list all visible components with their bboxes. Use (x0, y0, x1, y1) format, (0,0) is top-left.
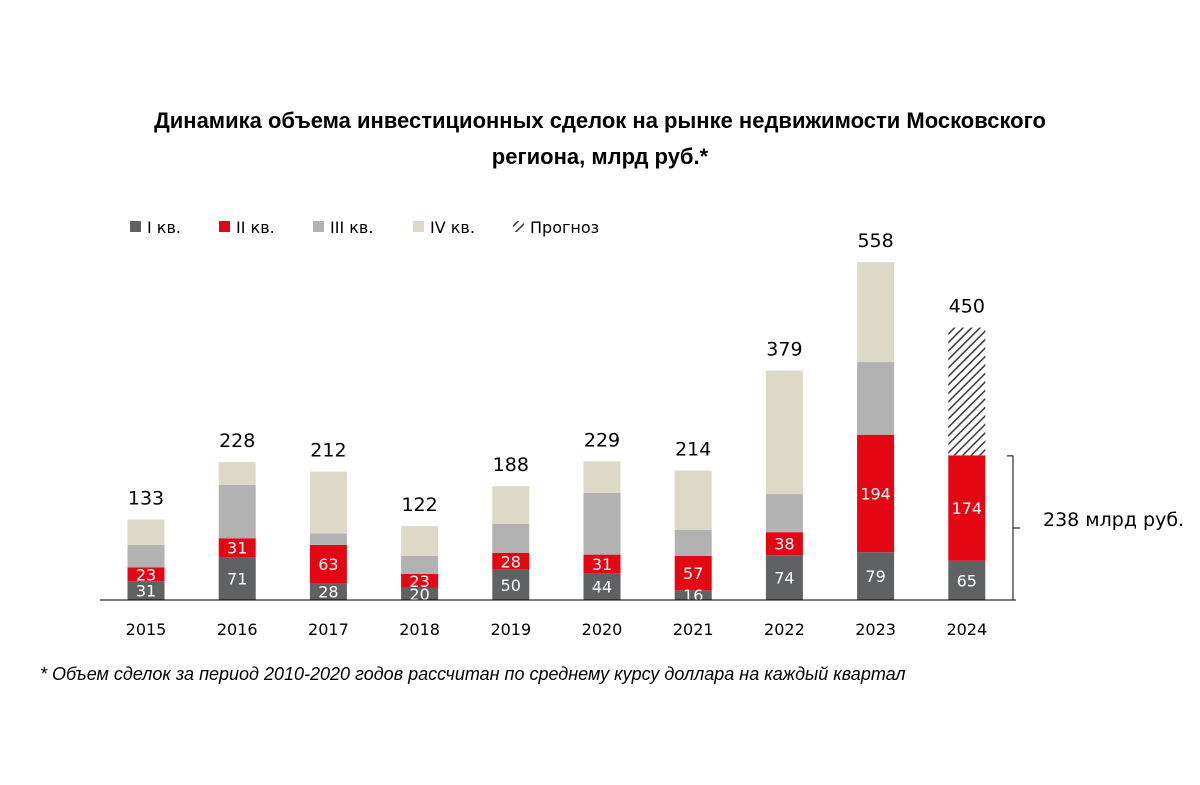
bars-group (127, 262, 986, 600)
bar-value-label: 23 (409, 572, 429, 591)
chart-title: Динамика объема инвестиционных сделок на… (154, 108, 1046, 169)
legend-swatch-q2 (219, 221, 230, 232)
bar-segment-q1-2017 (309, 583, 347, 600)
bar-segment-q2-2016 (218, 538, 256, 558)
bar-segment-q2-2019 (492, 552, 530, 570)
bar-value-label: 23 (136, 565, 156, 584)
legend-label-q3: III кв. (330, 218, 373, 237)
bar-segment-q2-2020 (583, 554, 621, 574)
bar-value-label: 57 (683, 564, 703, 583)
x-tick-label-2021: 2021 (673, 620, 714, 639)
bar-segment-q4-2018 (401, 526, 439, 556)
bar-value-label: 16 (683, 586, 703, 605)
bar-segment-q3-2018 (401, 555, 439, 574)
total-label-2015: 133 (128, 487, 164, 509)
annotation-label: 238 млрд руб. (1043, 509, 1184, 531)
bar-value-label: 38 (774, 535, 794, 554)
bar-segment-q4-2019 (492, 486, 530, 524)
bar-segment-q1-2024 (948, 560, 986, 600)
bar-value-label: 74 (774, 569, 794, 588)
x-tick-label-2017: 2017 (308, 620, 349, 639)
bar-value-label: 28 (318, 583, 338, 602)
bar-segment-q3-2015 (127, 544, 165, 568)
bar-segment-q2-2022 (765, 532, 803, 556)
legend-swatch-q1 (130, 221, 141, 232)
bar-value-label: 50 (501, 576, 521, 595)
total-label-2017: 212 (310, 440, 346, 462)
stacked-bar-chart: I кв. II кв. III кв. IV кв. Прогноз 31231332… (100, 218, 1184, 639)
labels-group: 3123133201571312282016286321220172023122… (126, 230, 988, 639)
legend-swatch-q3 (313, 221, 324, 232)
bar-segment-q3-2019 (492, 523, 530, 553)
total-label-2024: 450 (949, 296, 985, 318)
bar-segment-q2-2015 (127, 567, 165, 582)
bar-segment-q1-2016 (218, 557, 256, 600)
bar-segment-q3-2023 (857, 362, 895, 435)
bar-segment-q4-2017 (309, 471, 347, 534)
bar-segment-q1-2015 (127, 581, 165, 600)
bar-segment-q3-2016 (218, 484, 256, 539)
x-tick-label-2019: 2019 (490, 620, 531, 639)
legend-label-q4: IV кв. (430, 218, 475, 237)
bar-segment-q1-2023 (857, 552, 895, 600)
x-tick-label-2024: 2024 (946, 620, 987, 639)
x-tick-label-2016: 2016 (217, 620, 258, 639)
bar-segment-q4-2020 (583, 461, 621, 493)
bar-value-label: 28 (501, 552, 521, 571)
total-label-2018: 122 (401, 494, 437, 516)
legend-label-q2: II кв. (236, 218, 275, 237)
legend-label-forecast: Прогноз (530, 218, 599, 237)
annotation-bracket: 238 млрд руб. (1007, 455, 1184, 601)
bar-segment-q2-2023 (857, 434, 895, 553)
bar-segment-q4-2015 (127, 519, 165, 545)
footnote: * Объем сделок за период 2010-2020 годов… (40, 664, 906, 684)
legend-swatch-forecast (513, 221, 524, 232)
bar-value-label: 174 (952, 499, 983, 518)
bar-value-label: 65 (957, 571, 977, 590)
bar-value-label: 194 (860, 484, 891, 503)
bar-segment-q4-2022 (765, 370, 803, 495)
bar-segment-q2-2018 (401, 573, 439, 588)
bar-value-label: 44 (592, 578, 612, 597)
bar-segment-forecast-2024 (948, 327, 986, 456)
total-label-2023: 558 (857, 230, 893, 252)
total-label-2019: 188 (493, 454, 529, 476)
bar-value-label: 31 (136, 582, 156, 601)
bar-value-label: 20 (409, 585, 429, 604)
bar-segment-q3-2017 (309, 533, 347, 545)
legend: I кв. II кв. III кв. IV кв. Прогноз (130, 218, 599, 237)
x-tick-label-2023: 2023 (855, 620, 896, 639)
bar-segment-q4-2021 (674, 470, 712, 530)
bar-segment-q4-2016 (218, 461, 256, 485)
bar-value-label: 79 (865, 567, 885, 586)
total-label-2022: 379 (766, 339, 802, 361)
legend-swatch-q4 (413, 221, 424, 232)
total-label-2016: 228 (219, 430, 255, 452)
bar-segment-q2-2021 (674, 555, 712, 591)
total-label-2021: 214 (675, 438, 711, 460)
legend-label-q1: I кв. (147, 218, 181, 237)
bar-segment-q1-2020 (583, 573, 621, 600)
x-tick-label-2018: 2018 (399, 620, 440, 639)
bar-segment-q2-2024 (948, 455, 986, 561)
bar-value-label: 31 (227, 539, 247, 558)
bar-segment-q1-2022 (765, 555, 803, 600)
total-label-2020: 229 (584, 429, 620, 451)
bar-segment-q3-2021 (674, 529, 712, 556)
x-tick-label-2022: 2022 (764, 620, 805, 639)
x-tick-label-2015: 2015 (126, 620, 167, 639)
bar-value-label: 63 (318, 555, 338, 574)
bar-segment-q1-2019 (492, 569, 530, 600)
bar-segment-q3-2022 (765, 494, 803, 533)
bar-segment-q4-2023 (857, 262, 895, 363)
bar-value-label: 71 (227, 570, 247, 589)
bracket-line (1007, 455, 1020, 601)
bar-segment-q1-2018 (401, 587, 439, 600)
bar-segment-q2-2017 (309, 544, 347, 584)
bar-segment-q1-2021 (674, 590, 712, 600)
x-tick-label-2020: 2020 (582, 620, 623, 639)
bar-segment-q3-2020 (583, 492, 621, 555)
bar-value-label: 31 (592, 555, 612, 574)
